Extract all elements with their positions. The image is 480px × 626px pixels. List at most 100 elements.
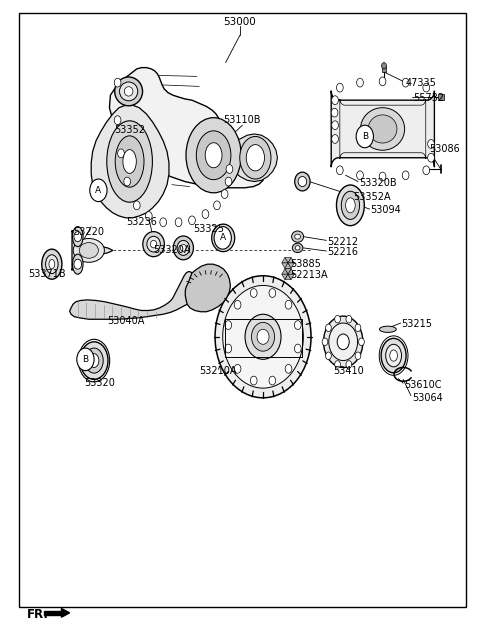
Circle shape [382, 63, 386, 69]
Circle shape [379, 172, 386, 181]
Circle shape [214, 201, 220, 210]
Polygon shape [185, 264, 230, 312]
Circle shape [335, 316, 340, 323]
Text: 53410: 53410 [333, 366, 364, 376]
Circle shape [133, 201, 140, 210]
Circle shape [251, 289, 257, 297]
Text: B: B [362, 132, 368, 141]
Circle shape [357, 78, 363, 87]
Ellipse shape [246, 145, 264, 171]
Polygon shape [331, 91, 434, 167]
Circle shape [145, 212, 152, 220]
Polygon shape [282, 263, 288, 269]
Text: 53352: 53352 [114, 125, 145, 135]
Ellipse shape [115, 136, 144, 187]
Circle shape [114, 78, 121, 87]
Bar [438, 94, 444, 100]
Ellipse shape [73, 239, 105, 262]
Circle shape [325, 324, 331, 332]
Ellipse shape [215, 275, 311, 398]
Bar [225, 319, 302, 357]
Circle shape [251, 376, 257, 385]
Circle shape [269, 376, 276, 385]
Circle shape [285, 364, 292, 373]
Circle shape [90, 179, 107, 202]
Circle shape [294, 344, 301, 353]
Ellipse shape [120, 82, 138, 101]
Circle shape [423, 166, 430, 175]
Circle shape [234, 300, 241, 309]
Text: 52216: 52216 [327, 247, 359, 257]
Polygon shape [285, 269, 291, 274]
Text: 53040A: 53040A [107, 316, 144, 326]
Ellipse shape [341, 191, 360, 219]
Ellipse shape [380, 326, 396, 332]
Text: 53610C: 53610C [404, 380, 442, 390]
Circle shape [77, 348, 94, 371]
Ellipse shape [240, 136, 271, 179]
Circle shape [285, 300, 292, 309]
Polygon shape [288, 269, 294, 274]
Ellipse shape [143, 232, 164, 257]
Circle shape [234, 364, 241, 373]
Ellipse shape [79, 243, 98, 259]
Circle shape [74, 259, 82, 269]
Polygon shape [234, 134, 277, 182]
Text: B: B [83, 355, 88, 364]
Polygon shape [282, 269, 288, 274]
Circle shape [428, 153, 434, 162]
Ellipse shape [324, 316, 363, 367]
Ellipse shape [212, 224, 235, 252]
Bar [382, 66, 386, 72]
Ellipse shape [72, 227, 83, 247]
Ellipse shape [329, 323, 358, 361]
Circle shape [332, 96, 338, 105]
Ellipse shape [390, 350, 397, 361]
Circle shape [428, 140, 434, 148]
Circle shape [359, 338, 364, 346]
Text: 53325: 53325 [193, 224, 224, 234]
Text: 53220: 53220 [73, 227, 104, 237]
Text: A: A [220, 233, 226, 242]
Ellipse shape [177, 240, 190, 255]
Circle shape [336, 166, 343, 175]
Text: 53215: 53215 [401, 319, 432, 329]
Ellipse shape [196, 131, 231, 180]
Polygon shape [285, 257, 291, 263]
Polygon shape [288, 257, 294, 263]
Text: 52212: 52212 [327, 237, 359, 247]
Circle shape [335, 361, 340, 368]
Ellipse shape [346, 198, 355, 213]
Circle shape [221, 190, 228, 198]
Circle shape [225, 177, 232, 186]
Circle shape [325, 352, 331, 359]
Ellipse shape [46, 255, 58, 274]
Ellipse shape [49, 260, 55, 269]
Ellipse shape [220, 233, 227, 242]
Text: 53352A: 53352A [353, 192, 390, 202]
Polygon shape [282, 257, 288, 263]
Text: 53320B: 53320B [359, 178, 396, 188]
Circle shape [332, 135, 338, 143]
Ellipse shape [151, 240, 156, 248]
Ellipse shape [295, 172, 310, 191]
Ellipse shape [385, 344, 401, 367]
Ellipse shape [216, 229, 230, 247]
Circle shape [346, 316, 352, 323]
Polygon shape [70, 272, 197, 319]
Polygon shape [61, 608, 70, 617]
Ellipse shape [368, 115, 397, 143]
Text: 53000: 53000 [224, 17, 256, 27]
Circle shape [189, 216, 195, 225]
Circle shape [322, 338, 328, 346]
Ellipse shape [298, 177, 307, 187]
Ellipse shape [205, 143, 222, 168]
Polygon shape [288, 274, 294, 280]
Ellipse shape [123, 150, 136, 173]
Text: 52213A: 52213A [290, 270, 327, 280]
Circle shape [294, 321, 301, 329]
Ellipse shape [381, 338, 406, 373]
Ellipse shape [252, 322, 275, 351]
Circle shape [402, 171, 409, 180]
Circle shape [160, 218, 167, 227]
